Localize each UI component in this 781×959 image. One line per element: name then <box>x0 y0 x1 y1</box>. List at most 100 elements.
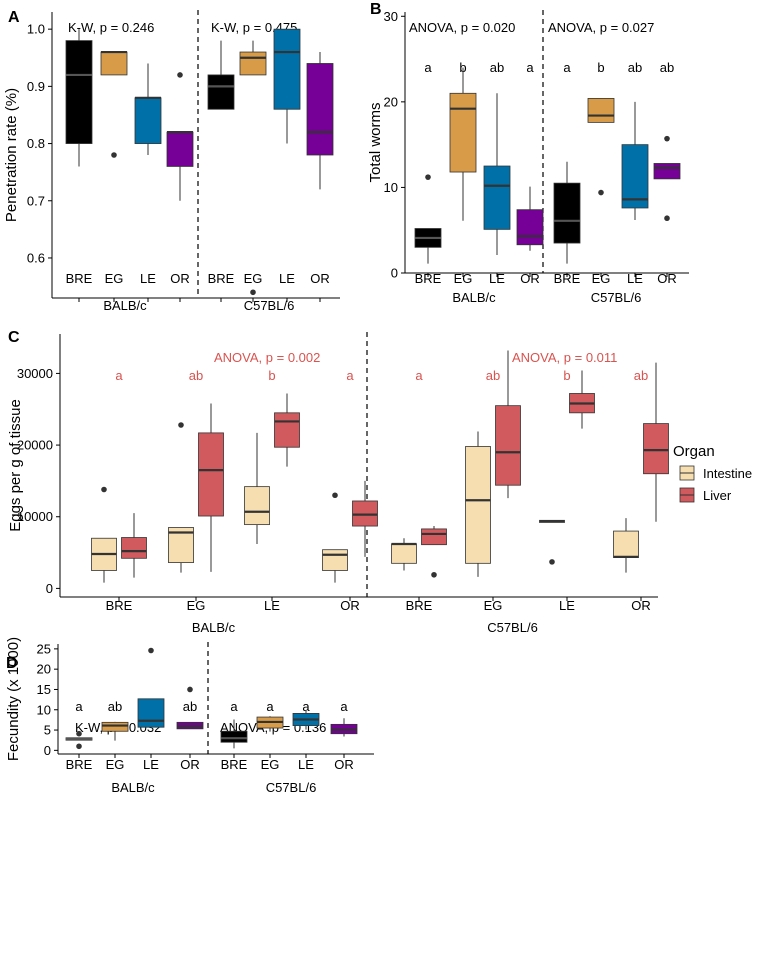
y-axis-label: Total worms <box>367 102 384 182</box>
group-label: C57BL/6 <box>487 620 538 635</box>
significance-letter: a <box>115 368 123 383</box>
legend-title: Organ <box>673 443 715 460</box>
box-body <box>465 446 491 564</box>
x-tick-label: EG <box>187 598 206 613</box>
box-body <box>244 486 270 526</box>
box-BRE-intestine <box>391 538 417 571</box>
panel-A: A 0.6 0.7 0.8 0.9 1.0 Penetration rate (%) BALB… <box>3 9 340 313</box>
significance-letter: a <box>75 699 83 714</box>
significance-letter: a <box>415 368 423 383</box>
group-label: BALB/c <box>452 290 496 305</box>
y-tick-label: 20000 <box>17 438 53 453</box>
box-body <box>587 98 615 123</box>
outlier-point <box>148 647 154 654</box>
box-body <box>516 209 544 246</box>
box-body <box>613 530 639 558</box>
x-tick-label: OR <box>520 271 540 286</box>
significance-letter: ab <box>183 699 197 714</box>
box-body <box>220 730 248 743</box>
significance-letter: b <box>268 368 275 383</box>
x-tick-label: OR <box>310 271 330 286</box>
box-body <box>101 721 129 732</box>
outlier-point <box>664 215 670 222</box>
panel-C: C 0 10000 20000 30000 Eggs per g of tissue BAL… <box>7 329 752 635</box>
outlier-point <box>111 152 117 158</box>
y-tick-label: 20 <box>384 94 398 109</box>
significance-letter: b <box>459 60 466 75</box>
significance-letter: ab <box>490 60 504 75</box>
outlier-point <box>664 135 670 142</box>
y-tick-label: 0.8 <box>27 136 45 151</box>
box-body <box>621 144 649 209</box>
x-tick-label: LE <box>627 271 643 286</box>
panel-label: C <box>8 329 20 346</box>
x-tick-label: LE <box>264 598 280 613</box>
y-tick-label: 1.0 <box>27 22 45 37</box>
box-EG <box>256 716 284 732</box>
x-tick-label: EG <box>261 757 280 772</box>
box-LE-liver <box>569 370 595 429</box>
box-LE <box>273 28 301 144</box>
box-body <box>239 51 267 76</box>
y-tick-label: 10 <box>384 180 398 195</box>
y-tick-label: 30 <box>384 9 398 24</box>
y-tick-label: 0 <box>391 266 398 281</box>
box-body <box>421 528 447 546</box>
stat-annotation: ANOVA, p = 0.020 <box>409 20 515 35</box>
panel-label: A <box>8 9 20 26</box>
significance-letter: a <box>302 699 310 714</box>
x-tick-label: LE <box>298 757 314 772</box>
outlier-point <box>76 730 82 737</box>
group-label: C57BL/6 <box>266 780 317 795</box>
x-tick-label: LE <box>143 757 159 772</box>
box-body <box>134 97 162 144</box>
box-LE <box>292 710 320 730</box>
outlier-point <box>549 559 555 565</box>
x-tick-label: EG <box>454 271 473 286</box>
box-LE <box>483 93 511 256</box>
box-BRE <box>220 719 248 749</box>
y-tick-label: 5 <box>44 723 51 738</box>
outlier-point <box>598 189 604 196</box>
x-tick-label: EG <box>244 271 263 286</box>
box-LE-liver <box>274 393 300 467</box>
outlier-point <box>425 174 431 180</box>
box-body <box>166 131 194 167</box>
x-tick-label: BRE <box>554 271 581 286</box>
x-tick-label: OR <box>657 271 677 286</box>
box-OR <box>516 186 544 251</box>
outlier-point <box>187 686 193 693</box>
significance-letter: a <box>230 699 238 714</box>
box-body <box>322 549 348 571</box>
y-tick-label: 0.9 <box>27 79 45 94</box>
y-tick-label: 15 <box>37 682 51 697</box>
box-BRE <box>414 174 442 264</box>
outlier-point <box>101 486 107 493</box>
x-tick-label: EG <box>484 598 503 613</box>
significance-letter: ab <box>189 368 203 383</box>
box-body <box>121 537 147 559</box>
significance-letter: a <box>424 60 432 75</box>
box-BRE <box>65 730 93 750</box>
significance-letter: ab <box>486 368 500 383</box>
legend: Organ Intestine Liver <box>673 443 752 503</box>
panel-label: B <box>370 1 382 18</box>
box-LE <box>621 101 649 220</box>
y-tick-label: 0.6 <box>27 250 45 265</box>
box-BRE <box>207 40 235 110</box>
significance-letter: a <box>563 60 571 75</box>
group-label: BALB/c <box>103 298 147 313</box>
x-tick-label: LE <box>489 271 505 286</box>
box-EG-intestine <box>465 431 491 577</box>
box-EG-intestine <box>168 422 194 573</box>
box-OR-liver <box>352 480 378 557</box>
box-BRE <box>553 161 581 264</box>
significance-letter: ab <box>628 60 642 75</box>
box-BRE-intestine <box>91 486 117 583</box>
significance-letter: ab <box>108 699 122 714</box>
outlier-point <box>332 492 338 499</box>
x-tick-label: BRE <box>221 757 248 772</box>
x-tick-label: BRE <box>406 598 433 613</box>
significance-letter: a <box>346 368 354 383</box>
